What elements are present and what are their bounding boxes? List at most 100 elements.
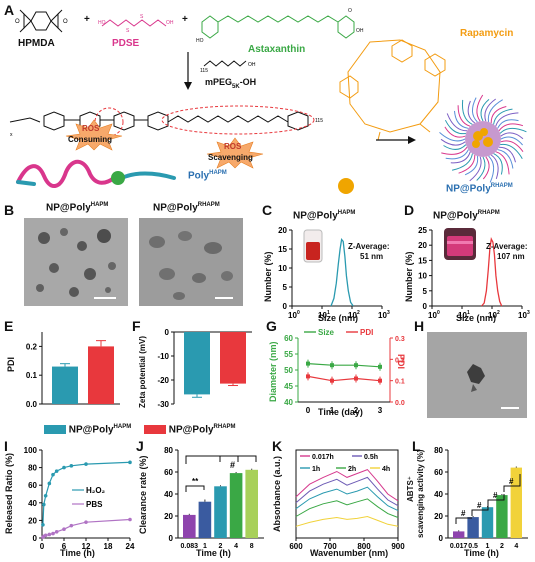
svg-text:O: O (348, 8, 352, 14)
release-point (43, 493, 48, 498)
legend-label: 2h (348, 466, 356, 473)
sig-label: # (461, 509, 466, 518)
panel-label-k: K (272, 438, 283, 454)
sig-bracket (455, 517, 472, 524)
x-tick-label: 1 (486, 543, 490, 550)
rapamycin-structure (339, 39, 446, 141)
sig-label: ** (192, 477, 199, 486)
micelle-spoke (450, 151, 471, 164)
y-tick-label: 0 (165, 328, 170, 337)
zeta-bar (184, 332, 210, 395)
y-tick-label: 100 (24, 446, 38, 455)
tem-image-rhapm (139, 218, 243, 306)
legend-label: 0.5h (364, 454, 378, 461)
ros-scavenging-burst (206, 137, 264, 169)
svg-text:115: 115 (200, 68, 208, 74)
release-point (62, 527, 66, 531)
ros-consuming-label-2: Consuming (68, 135, 112, 144)
bar (481, 507, 494, 538)
micelle-spoke (500, 143, 523, 159)
release-point (41, 523, 45, 527)
chart-c-annot-1: Z-Average: (348, 242, 390, 251)
chart-k-xlabel: Wavenumber (nm) (310, 548, 389, 558)
chart-k-ylabel: Absorbance (a.u.) (272, 455, 282, 532)
y-tick-label: -10 (157, 352, 169, 361)
micelle-illustration (439, 94, 527, 183)
chart-g-ylabel-left: Diameter (nm) (268, 341, 278, 402)
spectrum-line (295, 476, 399, 507)
legend-label: 1h (312, 466, 320, 473)
x-tick-label: 1 (330, 406, 335, 415)
vial-hapm-icon (303, 229, 323, 263)
chart-g-ylabel-right: PDI (396, 354, 406, 370)
micelle-spoke (495, 151, 510, 175)
plus-sign-1: + (84, 14, 90, 25)
bar (467, 517, 479, 538)
y-tick-label: 0 (439, 534, 444, 543)
chart-c-annot-2: 51 nm (360, 252, 384, 261)
pdse-structure: HO OH S S (98, 14, 174, 34)
release-point (128, 460, 132, 465)
release-point (42, 502, 46, 507)
pdse-label: PDSE (112, 38, 140, 49)
bar (496, 495, 508, 538)
micelle-spoke (500, 136, 523, 146)
sig-label: # (477, 501, 482, 510)
micelle-spoke (488, 155, 495, 183)
micelle-spoke (493, 108, 513, 125)
micelle-spoke (440, 138, 466, 146)
y-tick-label: 5 (283, 283, 288, 292)
bar (245, 469, 258, 538)
rapamycin-particle (338, 178, 354, 194)
micelle-spoke (441, 146, 468, 155)
x-tick-label: 6 (62, 542, 67, 551)
plot-frame (295, 449, 399, 539)
micelle-spoke (458, 154, 476, 174)
release-point (128, 517, 132, 522)
micelle-spoke (484, 98, 496, 122)
chart-d-annot-2: 107 nm (497, 252, 525, 261)
y-tick-label: 0.0 (26, 400, 38, 409)
y-tick-label: 0 (423, 302, 428, 311)
release-point (51, 472, 55, 477)
y-tick-label: 20 (28, 516, 37, 525)
bar (229, 473, 243, 538)
tem-left-title: NP@PolyHAPM (46, 202, 109, 214)
chart-i-xlabel: Time (h) (60, 548, 95, 558)
legend-label-size: Size (318, 328, 335, 337)
bar (183, 514, 196, 538)
chart-c-xlabel: Size (nm) (318, 313, 359, 323)
x-tick-exponent: 2 (357, 310, 360, 316)
chart-l: 0 20 40 60 80 0.017 0.5 1 2 4 # # # # (434, 446, 528, 550)
x-tick-exponent: 1 (467, 310, 470, 316)
x-tick-label: 10 (428, 311, 437, 320)
panel-label-g: G (266, 318, 277, 334)
chart-j-ylabel: Clearance rate (%) (138, 455, 148, 534)
reaction-arrow (184, 52, 192, 90)
legend-ef: NP@PolyHAPM NP@PolyRHAPM (44, 424, 236, 435)
micelle-spoke (493, 153, 503, 175)
chart-l-xlabel: Time (h) (464, 548, 499, 558)
y-tick-label: -20 (157, 376, 169, 385)
micelle-spoke (445, 149, 469, 160)
y-tick-label: 60 (164, 468, 173, 477)
y-tick-label: 15 (418, 256, 427, 265)
vial-rhapm-icon (444, 228, 476, 260)
legend-label-pbs: PBS (86, 500, 103, 509)
micelle-spoke (457, 105, 471, 127)
y-tick-label-right: 0.0 (395, 400, 405, 407)
spectrum-line (295, 469, 399, 502)
rapamycin-label: Rapamycin (460, 28, 514, 39)
x-tick-label: 0 (306, 406, 311, 415)
zeta-bar (220, 332, 246, 384)
micelle-spoke (500, 140, 524, 152)
hpmda-label: HPMDA (18, 38, 55, 49)
micelle-spoke (471, 97, 478, 123)
assembly-arrow (376, 136, 416, 144)
ros-scavenging-label-1: ROS (224, 142, 242, 151)
np-poly-rhapm-label: NP@PolyRHAPM (446, 183, 513, 195)
chart-e-ylabel: PDI (6, 356, 16, 372)
astaxanthin-structure: O OH HO (196, 8, 364, 44)
